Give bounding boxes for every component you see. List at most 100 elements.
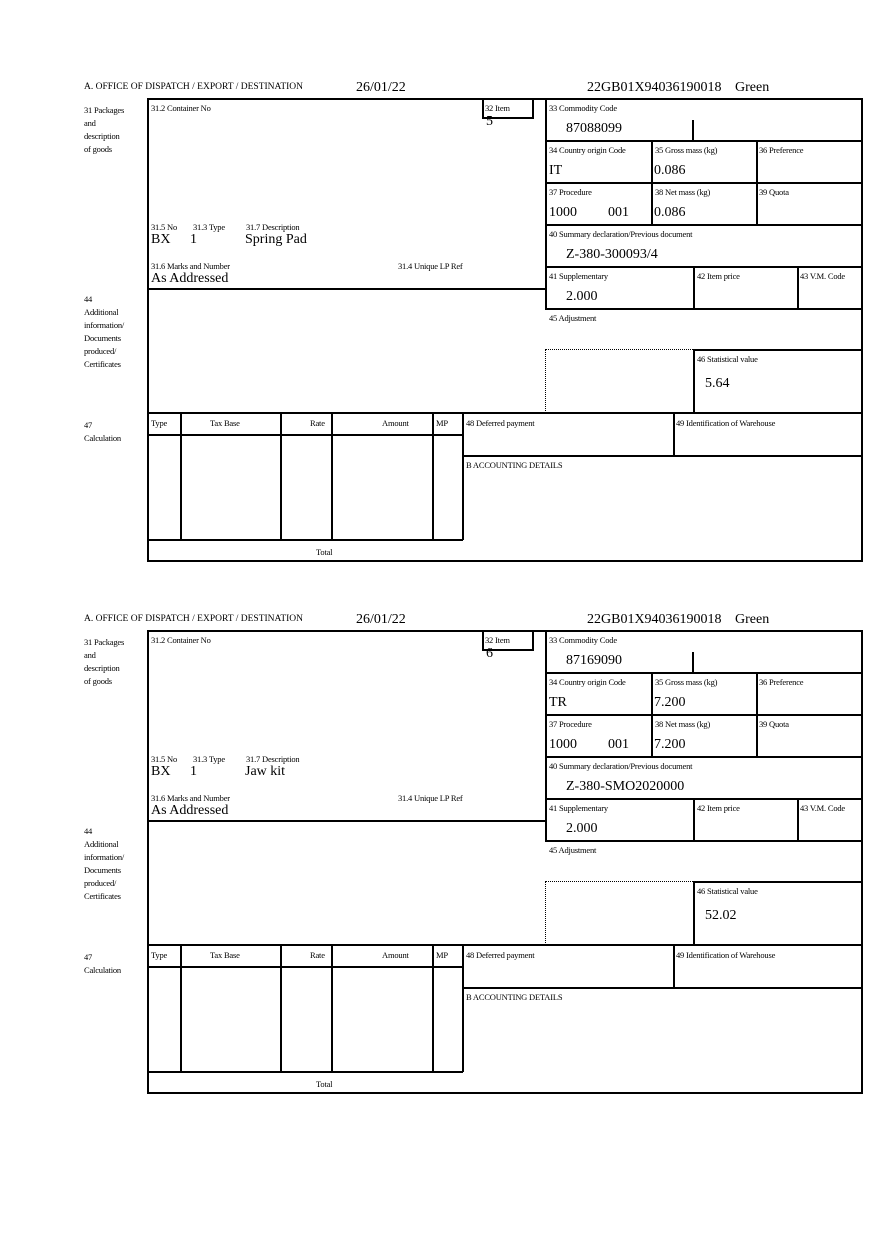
accounting-details-label: B ACCOUNTING DETAILS <box>466 460 563 470</box>
rule <box>545 140 862 142</box>
rule <box>180 412 182 540</box>
warehouse-id-label: 49 Identification of Warehouse <box>676 418 776 428</box>
box-31-label: 31 Packages and description of goods <box>84 105 125 154</box>
preference-label: 36 Preference <box>759 677 804 687</box>
rule <box>693 349 695 413</box>
supplementary-label: 41 Supplementary <box>549 803 608 813</box>
route-colour: Green <box>735 612 770 627</box>
declaration-reference: 22GB01X94036190018 <box>587 80 722 95</box>
rule <box>532 632 534 650</box>
rule <box>545 798 862 800</box>
rule <box>147 288 546 290</box>
previous-document: Z-380-SMO2020000 <box>566 779 685 794</box>
rule <box>462 987 862 989</box>
frame-bottom <box>147 560 863 562</box>
calc-amount-header: Amount <box>382 950 409 960</box>
rule <box>280 944 282 1072</box>
gross-mass: 7.200 <box>654 695 686 710</box>
rule <box>545 630 547 822</box>
quota-label: 39 Quota <box>759 187 789 197</box>
commodity-code: 87169090 <box>566 653 622 668</box>
rule <box>692 120 694 141</box>
dotted-rule <box>545 349 693 350</box>
calc-mp-header: MP <box>436 418 448 428</box>
marks-label: 31.6 Marks and Number <box>151 793 230 803</box>
deferred-payment-label: 48 Deferred payment <box>466 418 535 428</box>
package-kind: BX <box>151 232 171 247</box>
country-origin-label: 34 Country origin Code <box>549 145 626 155</box>
package-no-label: 31.5 No <box>151 754 177 764</box>
rule <box>545 672 862 674</box>
calc-type-header: Type <box>151 950 168 960</box>
rule <box>693 881 862 883</box>
commodity-code-label: 33 Commodity Code <box>549 635 617 645</box>
calc-type-header: Type <box>151 418 168 428</box>
procedure-code: 1000 <box>549 205 577 220</box>
item-price-label: 42 Item price <box>697 271 740 281</box>
frame-left <box>147 98 149 562</box>
container-no-label: 31.2 Container No <box>151 103 211 113</box>
rule <box>432 412 434 540</box>
package-no-label: 31.5 No <box>151 222 177 232</box>
dotted-rule <box>545 350 546 413</box>
unique-lp-ref-label: 31.4 Unique LP Ref <box>398 261 463 271</box>
deferred-payment-label: 48 Deferred payment <box>466 950 535 960</box>
country-origin: IT <box>549 163 563 178</box>
rule <box>331 412 333 540</box>
item-number: 5 <box>486 114 493 129</box>
frame-top <box>147 630 863 632</box>
adjustment-label: 45 Adjustment <box>549 313 597 323</box>
rule <box>797 798 799 841</box>
warehouse-id-label: 49 Identification of Warehouse <box>676 950 776 960</box>
description-label: 31.7 Description <box>246 754 300 764</box>
description-label: 31.7 Description <box>246 222 300 232</box>
office-label: A. OFFICE OF DISPATCH / EXPORT / DESTINA… <box>84 614 304 624</box>
previous-document-label: 40 Summary declaration/Previous document <box>549 229 693 239</box>
rule <box>545 224 862 226</box>
procedure-additional-code: 001 <box>608 205 629 220</box>
rule <box>692 652 694 673</box>
calc-tax-base-header: Tax Base <box>210 418 240 428</box>
calc-tax-base-header: Tax Base <box>210 950 240 960</box>
rule <box>331 944 333 1072</box>
rule <box>545 98 547 290</box>
procedure-label: 37 Procedure <box>549 719 592 729</box>
net-mass-label: 38 Net mass (kg) <box>655 187 711 197</box>
rule <box>147 1071 463 1073</box>
statistical-value-label: 46 Statistical value <box>697 886 758 896</box>
rule <box>147 412 863 414</box>
rule <box>545 182 862 184</box>
rule <box>147 820 546 822</box>
rule <box>147 434 463 436</box>
container-no-label: 31.2 Container No <box>151 635 211 645</box>
goods-description: Spring Pad <box>245 232 307 247</box>
statistical-value-label: 46 Statistical value <box>697 354 758 364</box>
item-price-label: 42 Item price <box>697 803 740 813</box>
marks-and-numbers: As Addressed <box>151 803 229 818</box>
net-mass: 7.200 <box>654 737 686 752</box>
frame-right <box>861 630 863 1094</box>
gross-mass-label: 35 Gross mass (kg) <box>655 145 718 155</box>
accounting-details-label: B ACCOUNTING DETAILS <box>466 992 563 1002</box>
rule <box>147 944 863 946</box>
rule <box>462 455 862 457</box>
supplementary-units: 2.000 <box>566 821 598 836</box>
marks-and-numbers: As Addressed <box>151 271 229 286</box>
procedure-label: 37 Procedure <box>549 187 592 197</box>
rule <box>482 649 534 651</box>
calc-mp-header: MP <box>436 950 448 960</box>
calc-total-label: Total <box>316 1079 333 1089</box>
preference-label: 36 Preference <box>759 145 804 155</box>
rule <box>693 349 862 351</box>
item-label: 32 Item <box>485 103 510 113</box>
commodity-code: 87088099 <box>566 121 622 136</box>
box-31-label: 31 Packages and description of goods <box>84 637 125 686</box>
rule <box>693 798 695 841</box>
rule <box>693 881 695 945</box>
calculation-label: 47 Calculation <box>84 420 121 443</box>
calc-rate-header: Rate <box>310 418 325 428</box>
rule <box>180 944 182 1072</box>
rule <box>532 100 534 118</box>
frame-left <box>147 630 149 1094</box>
calculation-label: 47 Calculation <box>84 952 121 975</box>
